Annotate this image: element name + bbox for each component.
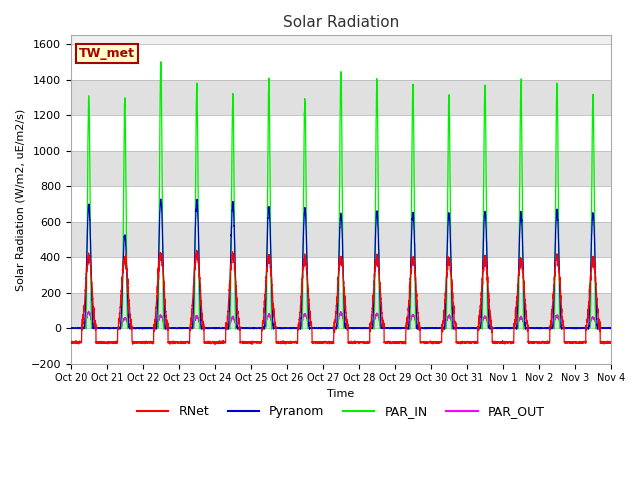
Title: Solar Radiation: Solar Radiation <box>283 15 399 30</box>
Bar <box>71 115 611 151</box>
Bar <box>71 44 611 80</box>
Bar <box>71 328 611 364</box>
Bar <box>71 186 611 222</box>
X-axis label: Time: Time <box>327 389 355 399</box>
Legend: RNet, Pyranom, PAR_IN, PAR_OUT: RNet, Pyranom, PAR_IN, PAR_OUT <box>132 400 550 423</box>
Y-axis label: Solar Radiation (W/m2, uE/m2/s): Solar Radiation (W/m2, uE/m2/s) <box>15 108 25 291</box>
Bar <box>71 151 611 186</box>
Text: TW_met: TW_met <box>79 47 135 60</box>
Bar <box>71 257 611 293</box>
Bar <box>71 293 611 328</box>
Bar <box>71 80 611 115</box>
Bar <box>71 222 611 257</box>
